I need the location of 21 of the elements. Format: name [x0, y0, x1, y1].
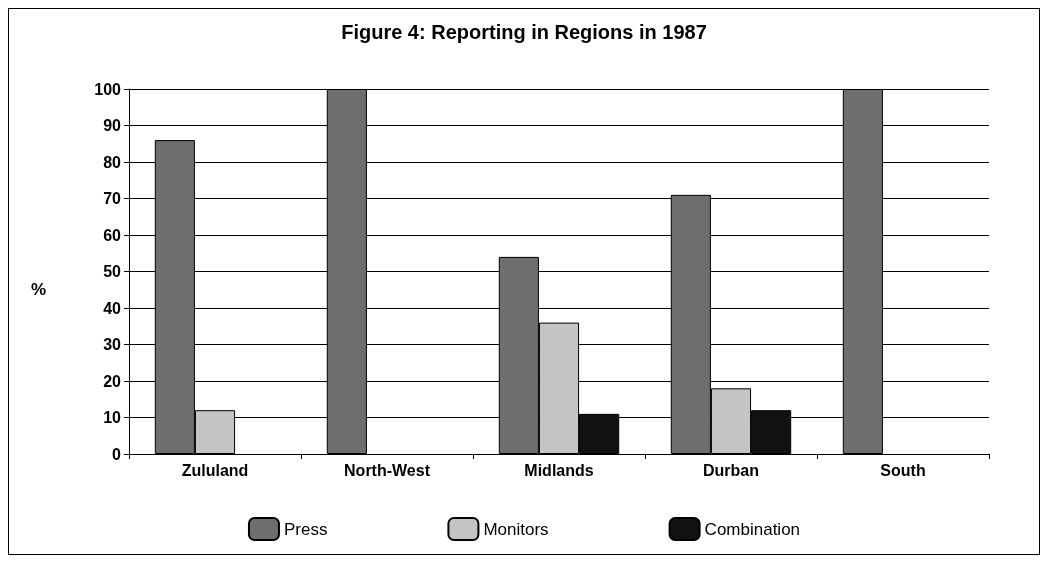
y-tick-label: 30	[103, 336, 122, 353]
legend-label: Monitors	[483, 519, 549, 539]
y-tick-label: 90	[103, 117, 122, 134]
y-tick-label: 100	[94, 80, 122, 98]
y-axis-title: %	[31, 280, 47, 299]
y-tick-label: 60	[103, 226, 122, 244]
x-tick-label: Zululand	[181, 461, 249, 479]
legend-label: Combination	[704, 519, 801, 539]
y-tick-label: 80	[103, 153, 122, 171]
chart-title: Figure 4: Reporting in Regions in 1987	[341, 21, 707, 43]
legend-label: Press	[283, 519, 328, 539]
y-tick-label: 0	[112, 445, 122, 463]
x-tick-label: Midlands	[524, 461, 594, 479]
y-tick-label: 10	[103, 409, 122, 426]
y-tick-label: 70	[103, 190, 122, 207]
x-tick-label: Durban	[703, 461, 759, 479]
y-tick-label: 50	[103, 263, 122, 280]
y-tick-label: 20	[103, 372, 122, 390]
x-tick-label: North-West	[344, 461, 431, 479]
y-tick-label: 40	[103, 299, 122, 317]
x-tick-label: South	[880, 461, 926, 479]
